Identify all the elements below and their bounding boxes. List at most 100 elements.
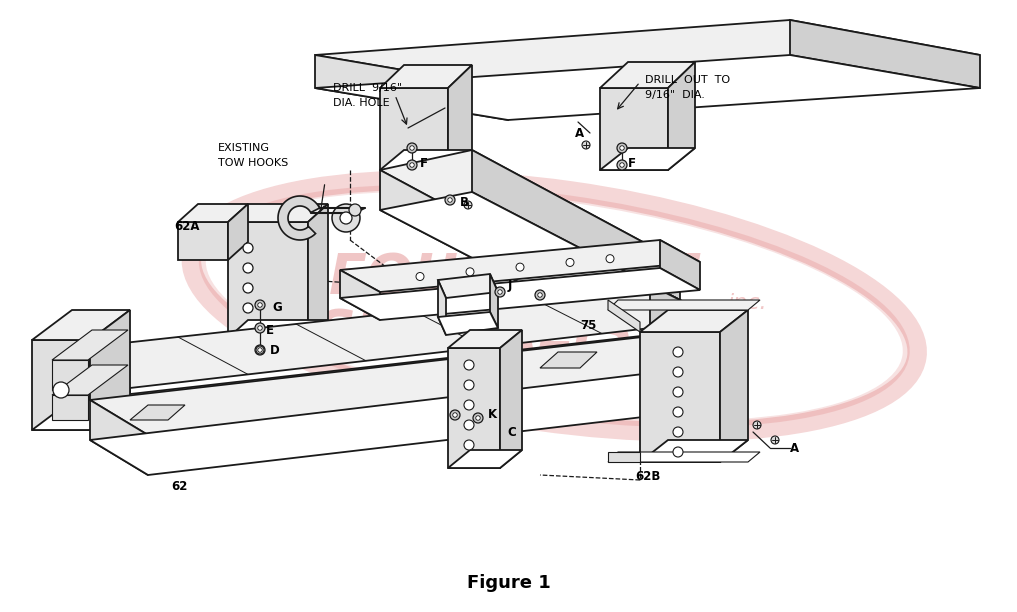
Polygon shape [490, 274, 498, 328]
Polygon shape [32, 340, 89, 430]
Text: DRILL  9/16": DRILL 9/16" [333, 83, 402, 93]
Circle shape [332, 204, 360, 232]
Polygon shape [640, 440, 747, 462]
Circle shape [619, 146, 624, 151]
Circle shape [255, 345, 265, 355]
Circle shape [255, 300, 265, 310]
Polygon shape [790, 20, 980, 88]
Polygon shape [380, 88, 448, 170]
Polygon shape [608, 300, 760, 310]
Polygon shape [89, 400, 148, 475]
Text: DRILL  OUT  TO: DRILL OUT TO [645, 75, 730, 85]
Text: F: F [629, 157, 636, 170]
Circle shape [473, 413, 483, 423]
Circle shape [464, 380, 474, 390]
Text: F: F [420, 157, 428, 170]
Polygon shape [448, 348, 500, 468]
Circle shape [617, 143, 627, 153]
Circle shape [535, 290, 545, 300]
Circle shape [673, 347, 683, 357]
Polygon shape [278, 196, 319, 240]
Polygon shape [500, 330, 522, 468]
Polygon shape [228, 320, 328, 338]
Circle shape [606, 255, 614, 263]
Polygon shape [340, 268, 700, 320]
Text: K: K [488, 408, 497, 422]
Polygon shape [438, 312, 498, 335]
Polygon shape [60, 285, 720, 388]
Polygon shape [380, 65, 472, 88]
Text: EQUIPMENT: EQUIPMENT [330, 252, 698, 305]
Circle shape [497, 289, 502, 294]
Polygon shape [660, 335, 720, 408]
Circle shape [243, 303, 253, 313]
Circle shape [256, 346, 264, 354]
Circle shape [673, 387, 683, 397]
Polygon shape [668, 62, 695, 170]
Polygon shape [32, 400, 130, 430]
Text: SPECIALISTS: SPECIALISTS [315, 307, 712, 360]
Circle shape [464, 440, 474, 450]
Circle shape [243, 283, 253, 293]
Text: 62: 62 [171, 480, 187, 493]
Text: Figure 1: Figure 1 [467, 573, 550, 592]
Text: D: D [270, 343, 280, 357]
Circle shape [516, 263, 524, 271]
Circle shape [464, 360, 474, 370]
Polygon shape [600, 88, 668, 170]
Circle shape [673, 407, 683, 417]
Text: C: C [507, 427, 516, 439]
Circle shape [566, 258, 574, 266]
Text: 75: 75 [580, 318, 596, 332]
Polygon shape [608, 452, 760, 462]
Circle shape [243, 243, 253, 253]
Polygon shape [660, 240, 700, 290]
Circle shape [410, 146, 414, 151]
Circle shape [476, 416, 480, 420]
Polygon shape [52, 360, 88, 390]
Circle shape [410, 163, 414, 167]
Circle shape [464, 400, 474, 410]
Circle shape [673, 447, 683, 457]
Polygon shape [52, 395, 88, 420]
Polygon shape [600, 62, 695, 88]
Polygon shape [130, 405, 185, 420]
Polygon shape [340, 240, 700, 292]
Polygon shape [178, 204, 248, 222]
Text: E: E [266, 324, 274, 337]
Polygon shape [60, 335, 720, 440]
Circle shape [243, 263, 253, 273]
Circle shape [407, 143, 417, 153]
Polygon shape [52, 365, 128, 395]
Text: J: J [508, 278, 513, 291]
Polygon shape [720, 310, 747, 462]
Circle shape [619, 163, 624, 167]
Text: TOW HOOKS: TOW HOOKS [218, 158, 288, 168]
Polygon shape [540, 352, 597, 368]
Text: DIA. HOLE: DIA. HOLE [333, 98, 390, 108]
Polygon shape [340, 270, 380, 320]
Circle shape [673, 367, 683, 377]
Circle shape [582, 141, 590, 149]
Circle shape [447, 198, 453, 202]
Polygon shape [315, 20, 980, 88]
Circle shape [257, 303, 262, 307]
Circle shape [416, 272, 424, 280]
Polygon shape [228, 222, 308, 338]
Polygon shape [89, 335, 720, 435]
Circle shape [407, 160, 417, 170]
Polygon shape [315, 55, 508, 120]
Polygon shape [600, 148, 695, 170]
Circle shape [617, 160, 627, 170]
Polygon shape [32, 310, 130, 340]
Text: 9/16"  DIA.: 9/16" DIA. [645, 90, 705, 100]
Circle shape [538, 293, 542, 297]
Polygon shape [315, 55, 980, 120]
Polygon shape [380, 150, 472, 170]
Polygon shape [448, 330, 522, 348]
Text: 62B: 62B [635, 471, 660, 483]
Polygon shape [178, 222, 228, 260]
Polygon shape [380, 150, 680, 282]
Circle shape [753, 421, 761, 429]
Polygon shape [89, 310, 130, 430]
